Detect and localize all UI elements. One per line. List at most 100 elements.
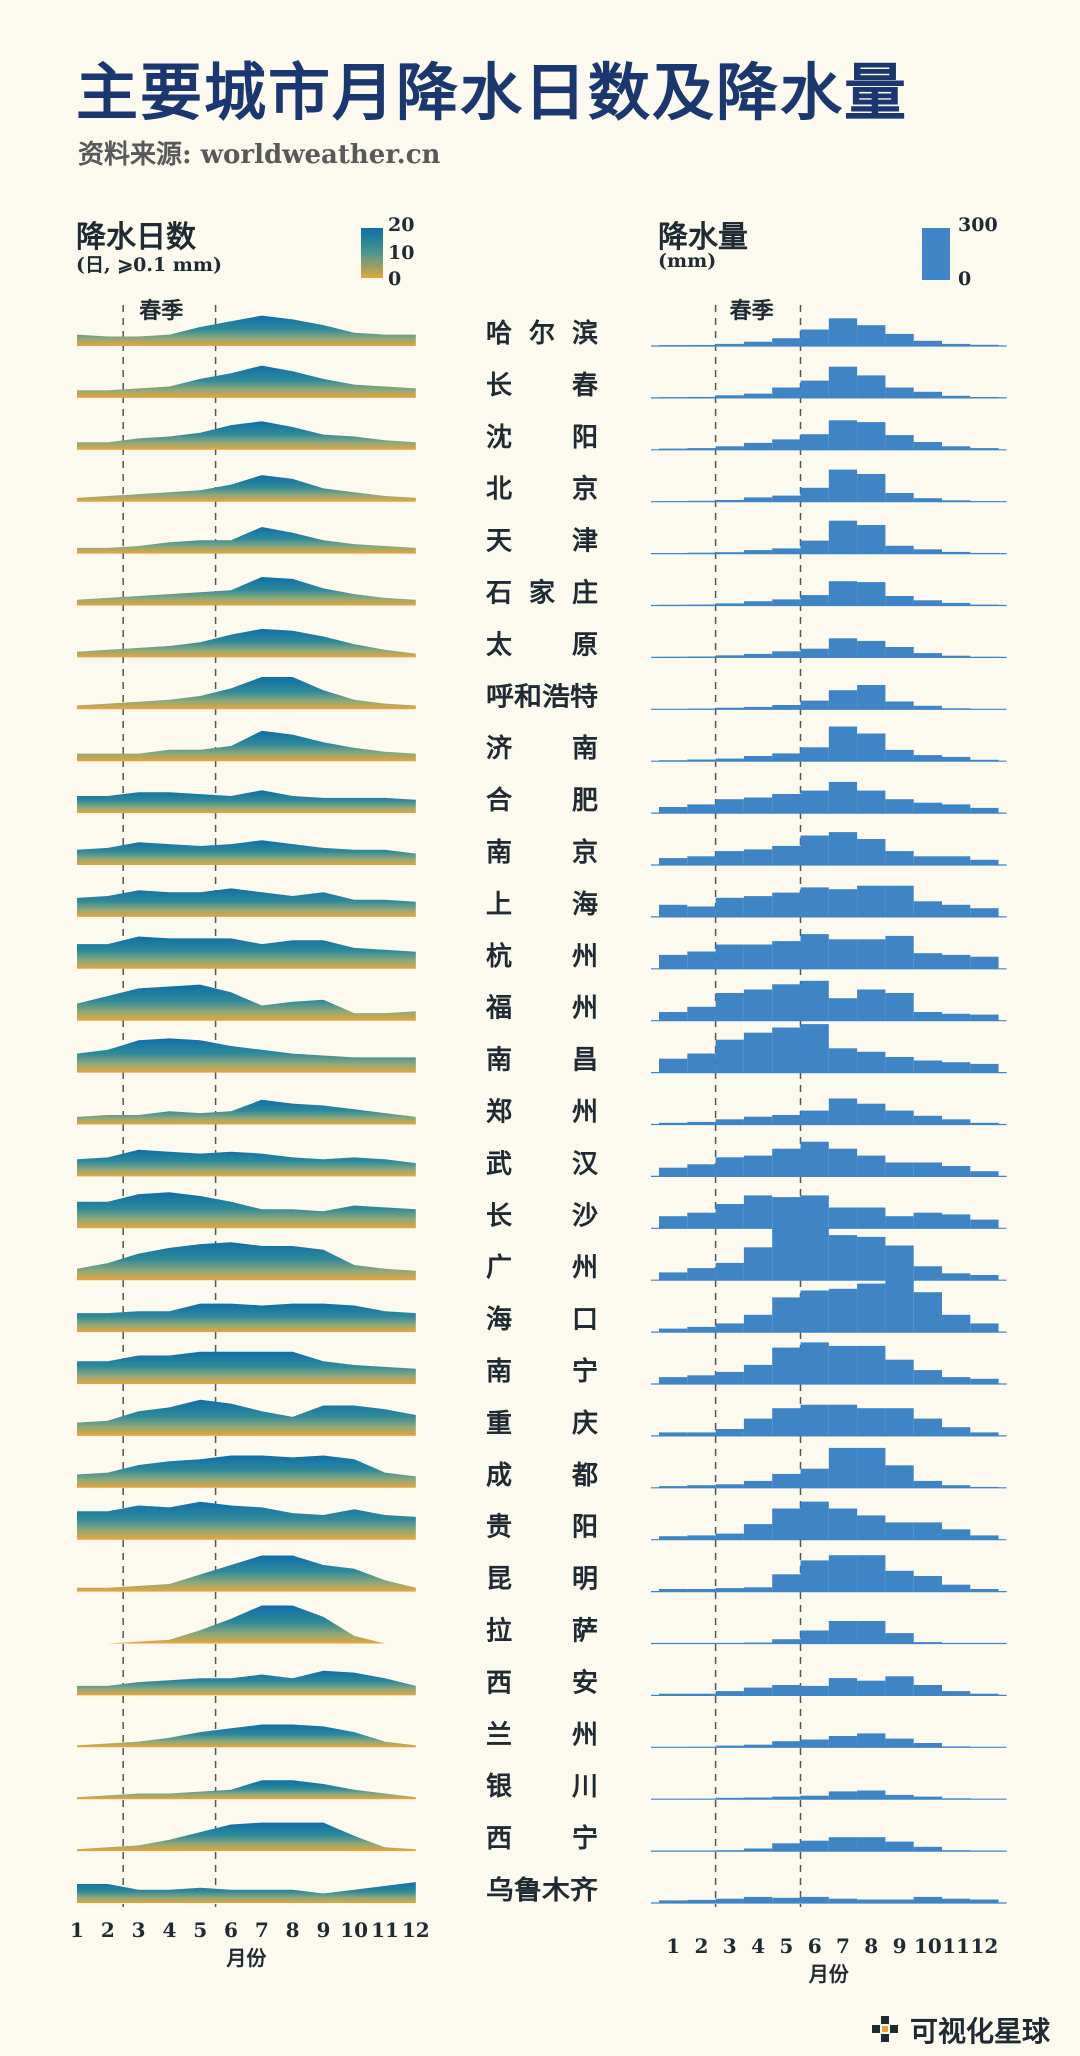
rain-bar-22-3 — [715, 1429, 744, 1436]
rain-bar-21-3 — [715, 1371, 744, 1384]
rain-legend-min: 0 — [958, 268, 972, 290]
days-legend-gradient — [361, 228, 383, 278]
rain-bar-14-12 — [970, 1014, 999, 1021]
rain-bar-20-11 — [942, 1314, 971, 1333]
rain-bar-18-7 — [828, 1207, 858, 1229]
rain-bar-21-1 — [659, 1377, 688, 1384]
rain-bar-31-1 — [659, 1900, 688, 1903]
rain-tick-7: 7 — [836, 1934, 850, 1958]
rain-bar-25-12 — [970, 1589, 999, 1592]
rain-bar-18-6 — [800, 1195, 829, 1229]
rain-bar-10-10 — [913, 802, 942, 814]
city-label-25-b: 明 — [572, 1565, 598, 1595]
rain-bar-20-3 — [715, 1323, 744, 1333]
rain-bar-28-9 — [885, 1738, 914, 1748]
rain-bar-26-6 — [800, 1630, 829, 1644]
rain-bar-23-9 — [885, 1465, 914, 1488]
rain-bar-24-5 — [772, 1508, 801, 1540]
rain-bar-6-4 — [743, 601, 773, 606]
rain-bar-18-9 — [885, 1216, 914, 1229]
days-area-7 — [77, 628, 416, 658]
days-area-5 — [77, 527, 416, 554]
rain-bar-11-5 — [772, 845, 801, 865]
rain-bar-5-7 — [828, 520, 858, 554]
rain-bar-26-4 — [743, 1642, 773, 1644]
rain-bar-28-6 — [800, 1739, 829, 1748]
rain-bar-3-8 — [857, 422, 886, 450]
rain-bar-11-11 — [942, 856, 971, 865]
rain-bar-27-6 — [800, 1685, 829, 1696]
rain-bar-5-6 — [800, 540, 829, 554]
rain-bar-3-1 — [659, 448, 688, 450]
rain-bar-7-11 — [942, 655, 971, 658]
rain-bar-31-11 — [942, 1898, 971, 1903]
days-area-25 — [77, 1555, 416, 1592]
rain-bar-15-5 — [772, 1027, 801, 1073]
rain-tick-10: 10 — [914, 1934, 942, 1958]
days-area-21 — [77, 1351, 416, 1384]
rain-tick-9: 9 — [893, 1934, 907, 1958]
days-tick-12: 12 — [402, 1918, 430, 1942]
days-tick-8: 8 — [286, 1918, 300, 1942]
rain-bar-14-1 — [659, 1012, 688, 1021]
days-area-29 — [77, 1780, 416, 1800]
rain-bar-22-6 — [800, 1404, 829, 1436]
rain-bar-7-5 — [772, 651, 801, 658]
rain-bar-20-10 — [913, 1292, 942, 1333]
days-legend-max: 20 — [388, 214, 415, 236]
rain-bar-7-3 — [715, 655, 744, 658]
rain-bar-21-5 — [772, 1347, 801, 1384]
rain-bar-15-2 — [687, 1053, 716, 1073]
rain-bar-15-4 — [743, 1032, 773, 1073]
days-tick-6: 6 — [224, 1918, 238, 1942]
city-label-26-b: 萨 — [572, 1617, 598, 1647]
rain-bar-1-4 — [743, 341, 773, 346]
rain-bar-15-3 — [715, 1039, 744, 1073]
city-label-21-b: 宁 — [572, 1356, 598, 1387]
city-label-22-b: 庆 — [572, 1408, 598, 1439]
rain-bar-29-10 — [913, 1796, 942, 1800]
rain-bar-23-4 — [743, 1480, 773, 1488]
days-area-13 — [77, 936, 416, 969]
rain-bar-21-10 — [913, 1370, 942, 1384]
rain-bar-3-12 — [970, 448, 999, 450]
rain-bar-17-1 — [659, 1167, 688, 1177]
days-area-17 — [77, 1149, 416, 1177]
city-label-7-a: 太 — [486, 630, 513, 660]
rain-bar-8-9 — [885, 701, 914, 710]
rain-bar-24-7 — [828, 1508, 858, 1540]
rain-bar-13-8 — [857, 939, 886, 969]
city-label-30-a: 西 — [486, 1824, 512, 1854]
rain-bar-19-2 — [687, 1268, 716, 1281]
rain-bar-22-8 — [857, 1408, 886, 1436]
rain-bar-10-9 — [885, 799, 914, 814]
rain-bar-15-8 — [857, 1051, 886, 1073]
footer-brand: 可视化星球 — [909, 2015, 1050, 2048]
rain-bar-20-5 — [772, 1297, 801, 1333]
city-label-6-0: 石 — [485, 579, 512, 609]
rain-bar-16-6 — [800, 1110, 829, 1125]
rain-bar-24-6 — [800, 1501, 829, 1540]
rain-bar-11-8 — [857, 839, 886, 865]
rain-bar-4-3 — [715, 500, 744, 502]
rain-bar-5-11 — [942, 551, 971, 554]
rain-bar-10-12 — [970, 807, 999, 814]
days-legend-min: 0 — [388, 268, 402, 290]
rain-bar-10-4 — [743, 797, 773, 814]
rain-bar-22-10 — [913, 1418, 942, 1436]
rain-bar-15-6 — [800, 1024, 829, 1073]
rain-bar-25-4 — [743, 1587, 773, 1592]
rain-tick-3: 3 — [723, 1934, 737, 1958]
rain-bar-12-7 — [828, 889, 858, 917]
rain-bar-18-3 — [715, 1204, 744, 1229]
rain-bar-6-11 — [942, 602, 971, 606]
rain-bar-29-5 — [772, 1796, 801, 1800]
rain-bar-10-1 — [659, 807, 688, 814]
rain-bar-16-3 — [715, 1119, 744, 1125]
rain-bar-1-9 — [885, 333, 914, 346]
rain-bar-29-4 — [743, 1797, 773, 1800]
rain-bar-24-9 — [885, 1522, 914, 1540]
rain-bar-31-7 — [828, 1898, 858, 1903]
rain-bar-12-2 — [687, 906, 716, 917]
